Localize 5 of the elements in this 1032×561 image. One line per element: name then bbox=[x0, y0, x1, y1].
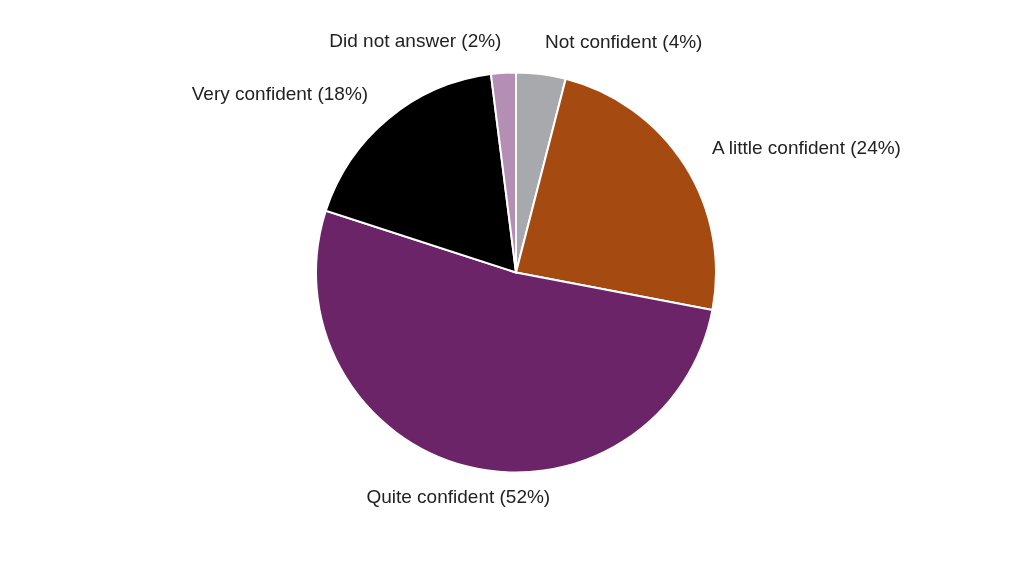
slice-label: Not confident (4%) bbox=[545, 31, 703, 53]
slice-label: Did not answer (2%) bbox=[329, 29, 502, 51]
slice-label: A little confident (24%) bbox=[711, 137, 901, 159]
slice-label: Very confident (18%) bbox=[191, 82, 369, 104]
slice-label: Quite confident (52%) bbox=[366, 486, 551, 508]
